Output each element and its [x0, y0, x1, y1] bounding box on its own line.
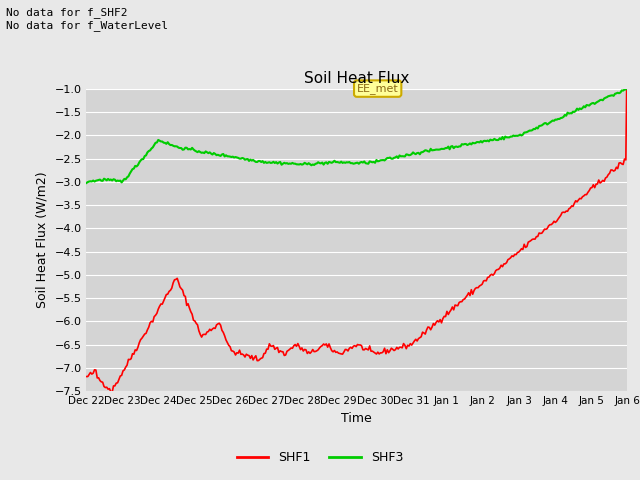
SHF1	[298, 345, 306, 351]
Line: SHF3: SHF3	[86, 42, 627, 183]
SHF1	[260, 351, 268, 357]
SHF3	[259, 158, 266, 164]
SHF1	[424, 324, 432, 330]
SHF3	[148, 145, 156, 151]
SHF3	[473, 139, 481, 145]
SHF3	[297, 161, 305, 167]
Legend: SHF1, SHF3: SHF1, SHF3	[232, 446, 408, 469]
SHF1	[623, 37, 631, 43]
SHF1	[149, 319, 157, 325]
SHF1	[83, 373, 90, 379]
Text: No data for f_SHF2
No data for f_WaterLevel: No data for f_SHF2 No data for f_WaterLe…	[6, 7, 168, 31]
SHF1	[477, 282, 484, 288]
Line: SHF1: SHF1	[86, 40, 627, 392]
Title: Soil Heat Flux: Soil Heat Flux	[304, 71, 410, 86]
SHF3	[83, 180, 90, 186]
Y-axis label: Soil Heat Flux (W/m2): Soil Heat Flux (W/m2)	[36, 172, 49, 308]
SHF3	[423, 148, 431, 154]
SHF3	[476, 140, 483, 145]
X-axis label: Time: Time	[341, 412, 372, 425]
SHF1	[108, 389, 116, 395]
SHF3	[623, 39, 631, 45]
SHF1	[474, 285, 482, 290]
Text: EE_met: EE_met	[357, 83, 399, 94]
